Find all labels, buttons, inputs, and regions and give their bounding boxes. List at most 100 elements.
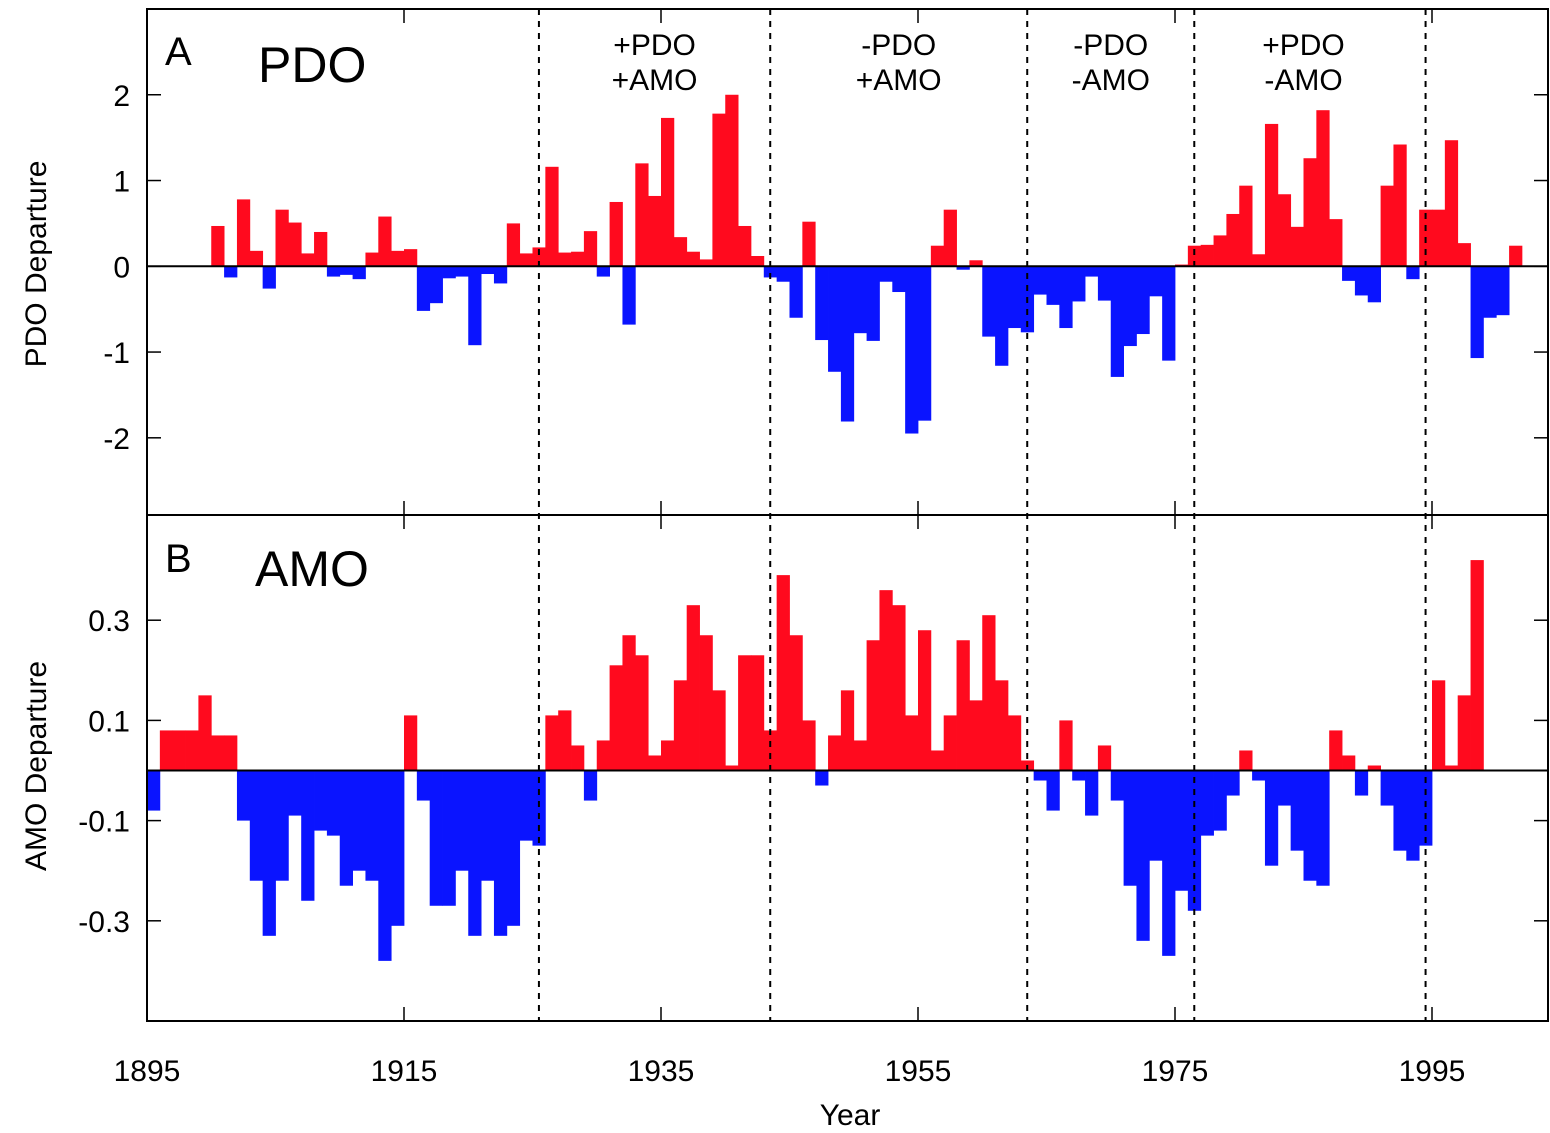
amo-bar: [352, 770, 366, 871]
amo-bar: [391, 770, 405, 926]
pdo-bar: [468, 266, 482, 346]
pdo-bar: [686, 251, 700, 267]
pdo-bar: [725, 94, 739, 267]
pdo-bar: [326, 266, 341, 277]
pdo-bar: [352, 266, 366, 280]
pdo-y-tick-label: 0: [113, 251, 130, 284]
amo-bar: [866, 640, 880, 771]
pdo-bar: [1187, 245, 1202, 267]
pdo-bar: [429, 266, 443, 304]
pdo-bar: [236, 199, 251, 267]
pdo-bar: [930, 245, 945, 267]
amo-bar: [1432, 680, 1446, 771]
regime-label-line2: +AMO: [612, 64, 698, 97]
pdo-bar: [635, 163, 649, 267]
amo-bar: [1444, 765, 1459, 771]
pdo-bar: [1085, 266, 1099, 277]
amo-bar: [288, 770, 302, 816]
pdo-bar: [1380, 185, 1394, 267]
pdo-bar: [956, 266, 970, 270]
amo-bar: [1252, 770, 1266, 781]
x-tick-label: 1955: [885, 1055, 952, 1088]
amo-bar: [1406, 770, 1420, 861]
pdo-bar: [416, 266, 431, 311]
amo-y-tick-label: 0.3: [88, 605, 130, 638]
pdo-bar: [969, 260, 983, 267]
pdo-bar: [442, 266, 456, 279]
amo-bar: [1110, 770, 1124, 801]
pdo-bar: [481, 266, 495, 275]
pdo-bar: [918, 266, 932, 421]
amo-bar: [1290, 770, 1304, 851]
amo-bar: [609, 665, 623, 771]
amo-bar: [763, 730, 778, 771]
amo-bar: [365, 770, 379, 881]
pdo-bar: [493, 266, 508, 284]
amo-bar: [776, 575, 790, 771]
pdo-bar: [391, 250, 405, 267]
regime-label-line1: -PDO: [861, 29, 936, 62]
regime-label-line2: -AMO: [1264, 64, 1342, 97]
pdo-bar: [1162, 266, 1176, 361]
pdo-bar: [519, 253, 533, 267]
amo-bar: [558, 710, 572, 771]
pdo-bar: [1059, 266, 1073, 329]
panel-b-name: AMO: [255, 541, 369, 597]
pdo-bar: [982, 266, 996, 337]
amo-bar: [429, 770, 443, 906]
pdo-bar: [1097, 266, 1112, 301]
amo-bar: [1072, 770, 1086, 781]
amo-bar: [275, 770, 289, 881]
amo-y-tick-label: 0.1: [88, 705, 130, 738]
amo-panel-frame: [146, 514, 1549, 1022]
x-tick-label: 1915: [371, 1055, 438, 1088]
pdo-bar: [301, 253, 315, 267]
pdo-bar: [506, 223, 521, 267]
pdo-bar: [545, 166, 559, 267]
pdo-y-tick-label: 2: [113, 80, 130, 113]
pdo-bar: [1342, 266, 1356, 281]
amo-bar: [468, 770, 482, 936]
pdo-bar: [1252, 254, 1266, 267]
regime-label-line2: +AMO: [856, 64, 942, 97]
pdo-bar: [571, 251, 585, 267]
pdo-bar: [211, 225, 225, 267]
amo-bar: [815, 770, 829, 786]
pdo-bar: [339, 266, 353, 275]
amo-bar: [455, 770, 469, 871]
pdo-bar: [943, 209, 957, 267]
amo-bar: [673, 680, 688, 771]
pdo-bar: [661, 117, 675, 267]
amo-bar: [172, 730, 186, 771]
amo-bar: [1380, 770, 1394, 806]
amo-bar: [314, 770, 328, 831]
panel-b-y-axis-title: AMO Departure: [20, 661, 53, 871]
amo-bar: [249, 770, 264, 881]
pdo-bar: [1393, 144, 1407, 267]
amo-bar: [738, 655, 752, 771]
x-tick-label: 1995: [1399, 1055, 1466, 1088]
amo-bar: [1393, 770, 1407, 851]
amo-bar: [583, 770, 598, 801]
pdo-bar: [455, 266, 469, 277]
regime-label-line2: -AMO: [1072, 64, 1150, 97]
amo-y-tick-label: -0.3: [78, 906, 130, 939]
amo-bar: [905, 715, 919, 771]
amo-bar: [1097, 745, 1112, 771]
pdo-bar: [712, 113, 726, 267]
pdo-bar: [249, 250, 264, 267]
pdo-bar: [1213, 235, 1227, 267]
pdo-bar: [789, 266, 803, 318]
amo-bar: [1149, 770, 1163, 861]
amo-bar: [532, 770, 546, 846]
pdo-bar: [1007, 266, 1022, 329]
pdo-bar: [583, 231, 598, 267]
pdo-bar: [853, 266, 867, 334]
pdo-bar: [1277, 194, 1292, 267]
amo-bar: [1329, 730, 1343, 771]
amo-bar: [442, 770, 456, 906]
amo-bar: [789, 635, 803, 771]
pdo-bar: [1406, 266, 1420, 280]
regime-label-line1: +PDO: [613, 29, 696, 62]
amo-bar: [1367, 765, 1381, 771]
